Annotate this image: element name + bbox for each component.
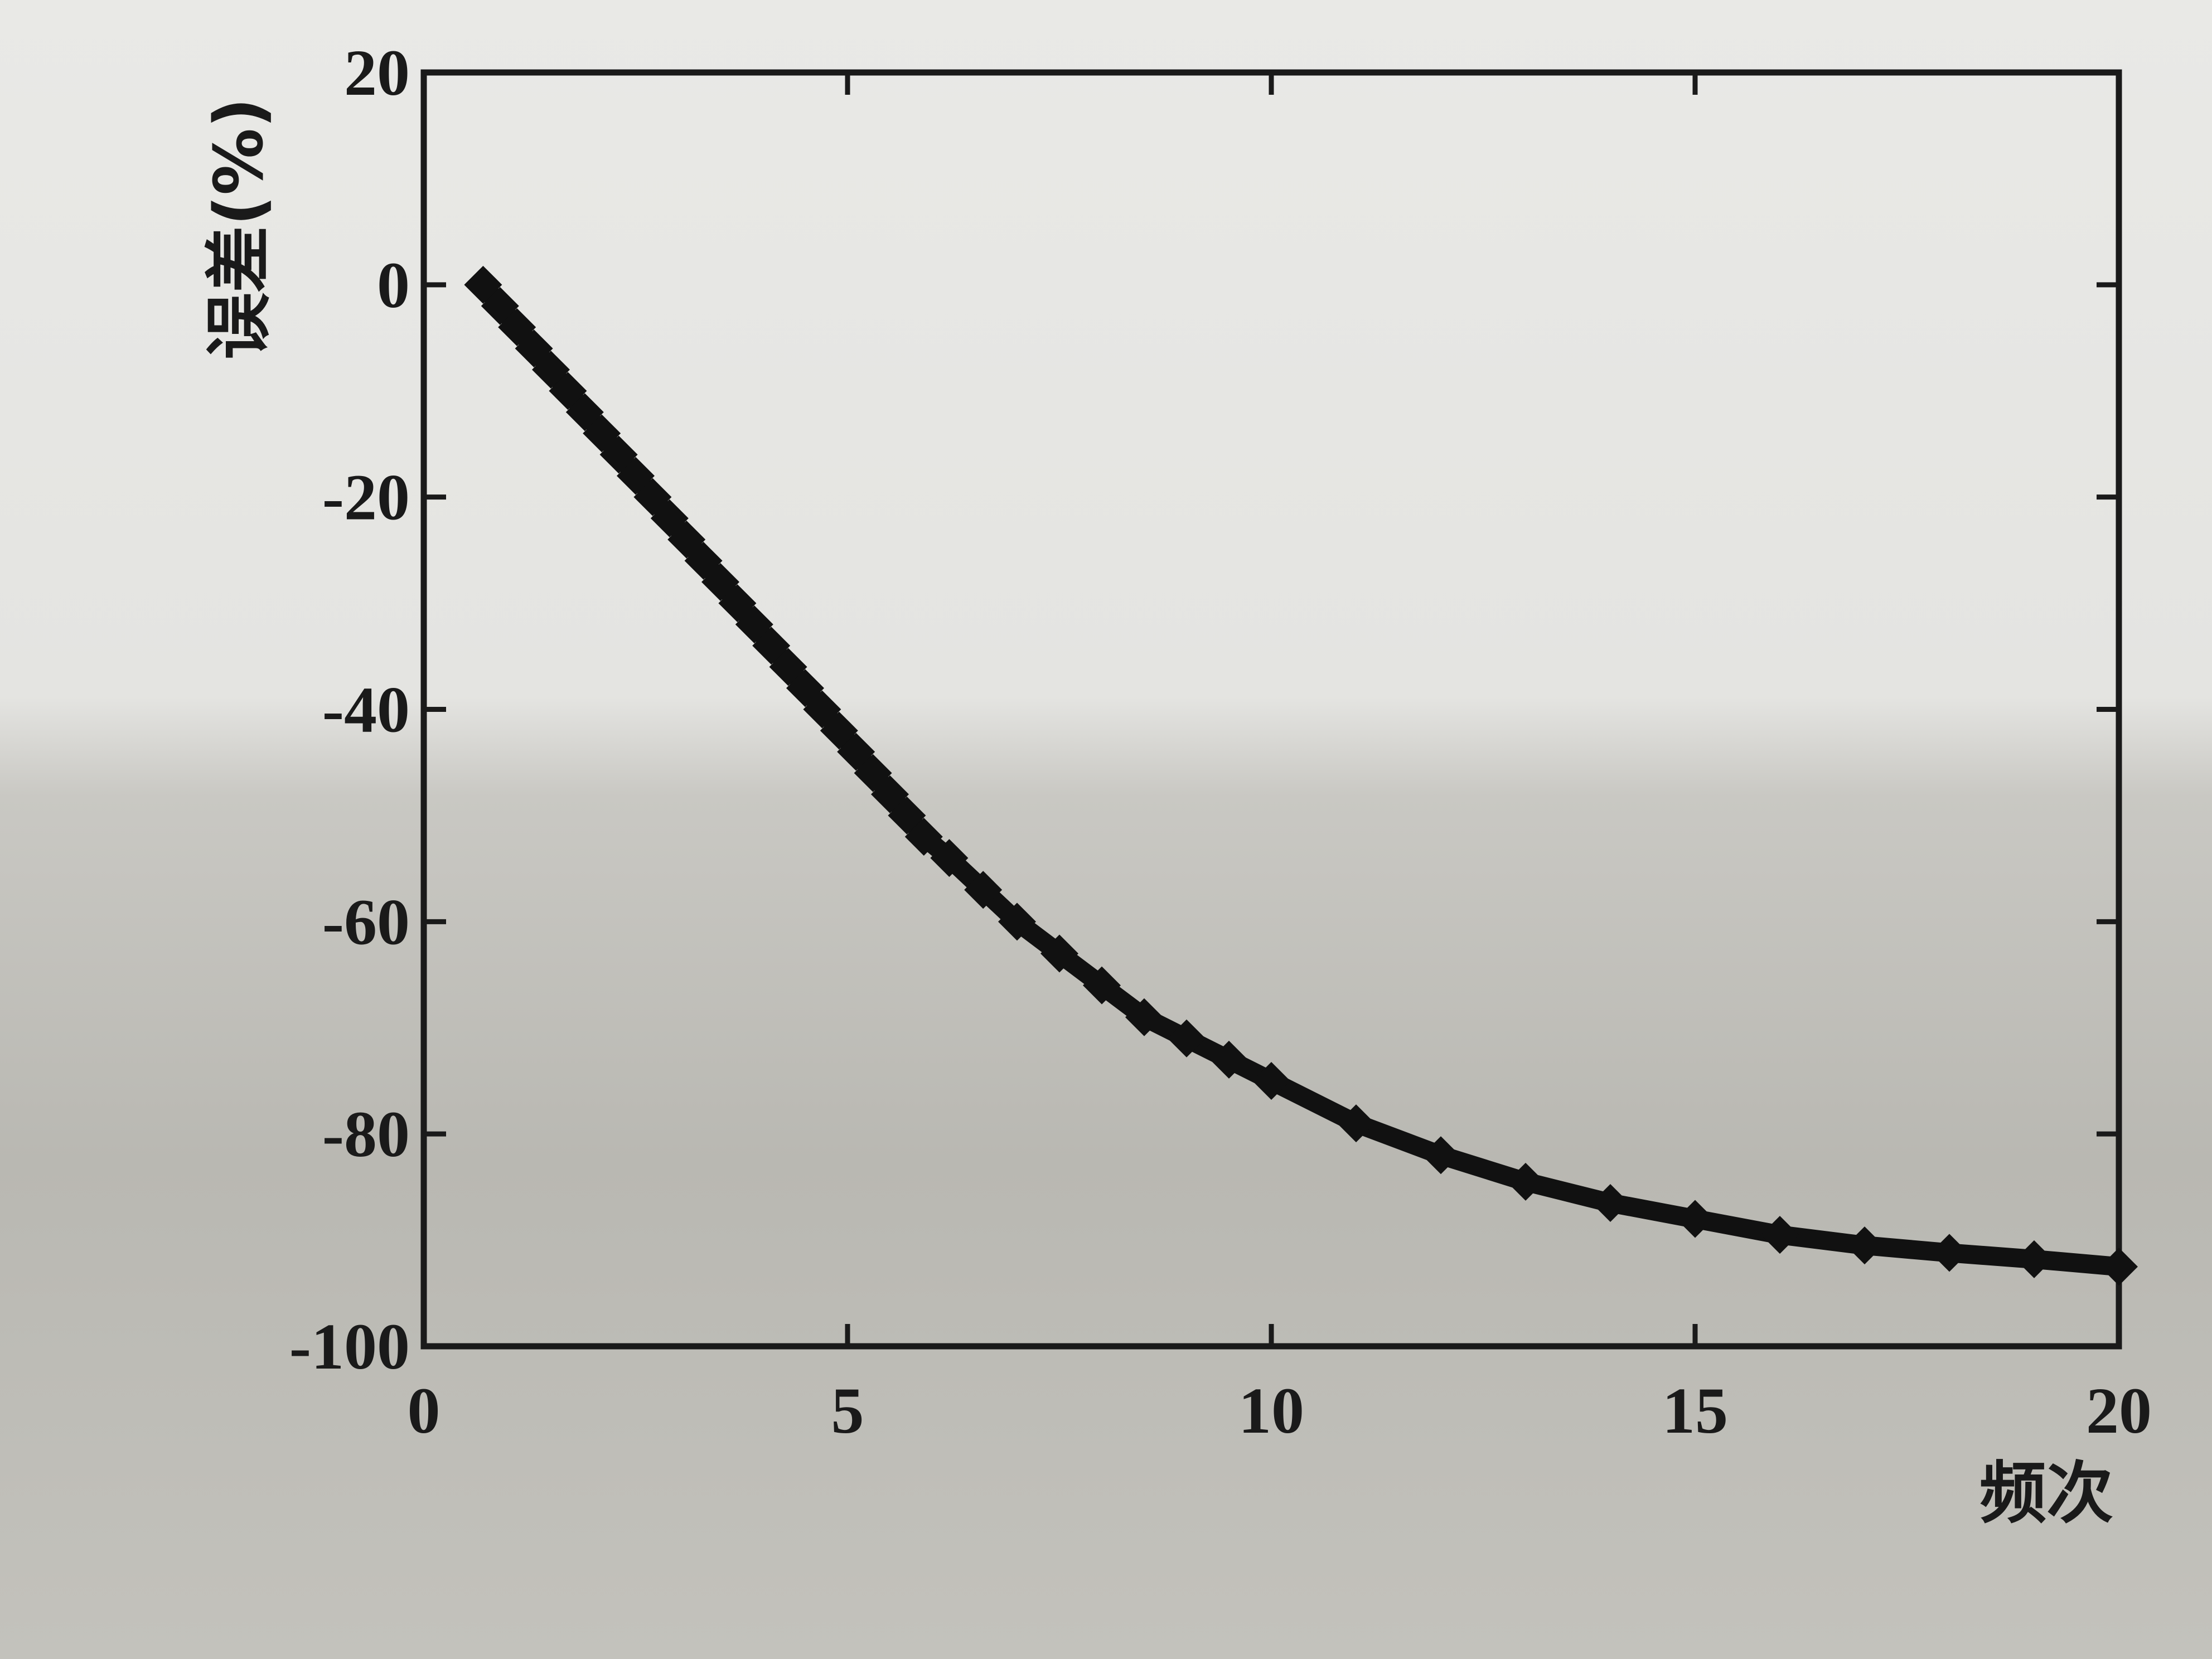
- data-point-11: [650, 499, 689, 537]
- data-point-44: [2015, 1240, 2053, 1278]
- data-point-28: [964, 871, 1003, 909]
- tick-labels: 0 5 10 15 20 20 0 -20 -40 -60 -80 -100: [289, 36, 2152, 1447]
- y-tick-label-2: -20: [322, 461, 410, 534]
- data-point-3: [515, 329, 553, 368]
- data-point-19: [786, 669, 824, 707]
- data-point-36: [1337, 1104, 1375, 1143]
- y-tick-label-6: -100: [289, 1310, 410, 1383]
- axis-ticks: [421, 70, 2122, 1349]
- data-point-21: [820, 711, 858, 750]
- plot-border: [420, 69, 2122, 1350]
- data-point-18: [769, 648, 807, 686]
- y-tick-label-4: -60: [322, 885, 410, 958]
- data-point-34: [1210, 1040, 1248, 1079]
- x-tick-label-2: 10: [1238, 1374, 1304, 1447]
- data-point-32: [1125, 998, 1163, 1036]
- data-point-20: [803, 690, 841, 729]
- data-point-5: [549, 372, 587, 410]
- data-point-23: [854, 754, 892, 792]
- data-point-40: [1676, 1200, 1714, 1238]
- data-point-1: [481, 287, 519, 325]
- data-point-41: [1761, 1216, 1799, 1254]
- data-point-9: [617, 457, 655, 495]
- x-tick-label-0: 0: [408, 1374, 441, 1447]
- y-tick-label-3: -40: [322, 673, 410, 746]
- data-point-13: [684, 541, 723, 580]
- data-point-6: [565, 393, 604, 431]
- data-point-24: [871, 775, 909, 813]
- data-point-37: [1422, 1136, 1460, 1175]
- data-point-14: [701, 563, 739, 601]
- data-point-8: [599, 435, 638, 474]
- data-point-7: [583, 414, 621, 453]
- data-point-38: [1507, 1162, 1545, 1201]
- y-axis-label: 误差(%): [201, 98, 278, 360]
- x-tick-label-4: 20: [2086, 1374, 2152, 1447]
- y-tick-label-0: 20: [344, 36, 410, 109]
- data-point-2: [498, 308, 536, 346]
- x-axis-label: 频次: [1979, 1455, 2113, 1532]
- data-point-25: [888, 796, 926, 835]
- data-point-31: [1083, 966, 1121, 1005]
- data-point-43: [1930, 1234, 1968, 1272]
- data-point-12: [667, 520, 706, 559]
- data-point-45: [2100, 1248, 2138, 1286]
- x-tick-label-1: 5: [831, 1374, 864, 1447]
- data-point-30: [1040, 934, 1078, 973]
- data-point-33: [1168, 1019, 1206, 1058]
- data-point-26: [904, 818, 943, 856]
- data-point-35: [1252, 1061, 1290, 1100]
- data-point-17: [752, 627, 791, 665]
- data-point-42: [1846, 1226, 1884, 1265]
- data-point-0: [464, 265, 502, 304]
- data-point-4: [532, 351, 570, 389]
- data-point-27: [930, 839, 969, 877]
- data-point-22: [837, 733, 875, 771]
- plot-frame: [420, 69, 2122, 1350]
- y-tick-label-5: -80: [322, 1098, 410, 1171]
- data-point-16: [735, 605, 773, 644]
- data-point-15: [718, 584, 757, 623]
- data-point-39: [1591, 1183, 1629, 1222]
- series-line-0: [473, 275, 2128, 1277]
- data-point-29: [998, 903, 1036, 941]
- y-tick-label-1: 0: [377, 249, 410, 322]
- data-point-10: [633, 478, 672, 516]
- data-series: [464, 265, 2138, 1286]
- x-tick-label-3: 15: [1662, 1374, 1728, 1447]
